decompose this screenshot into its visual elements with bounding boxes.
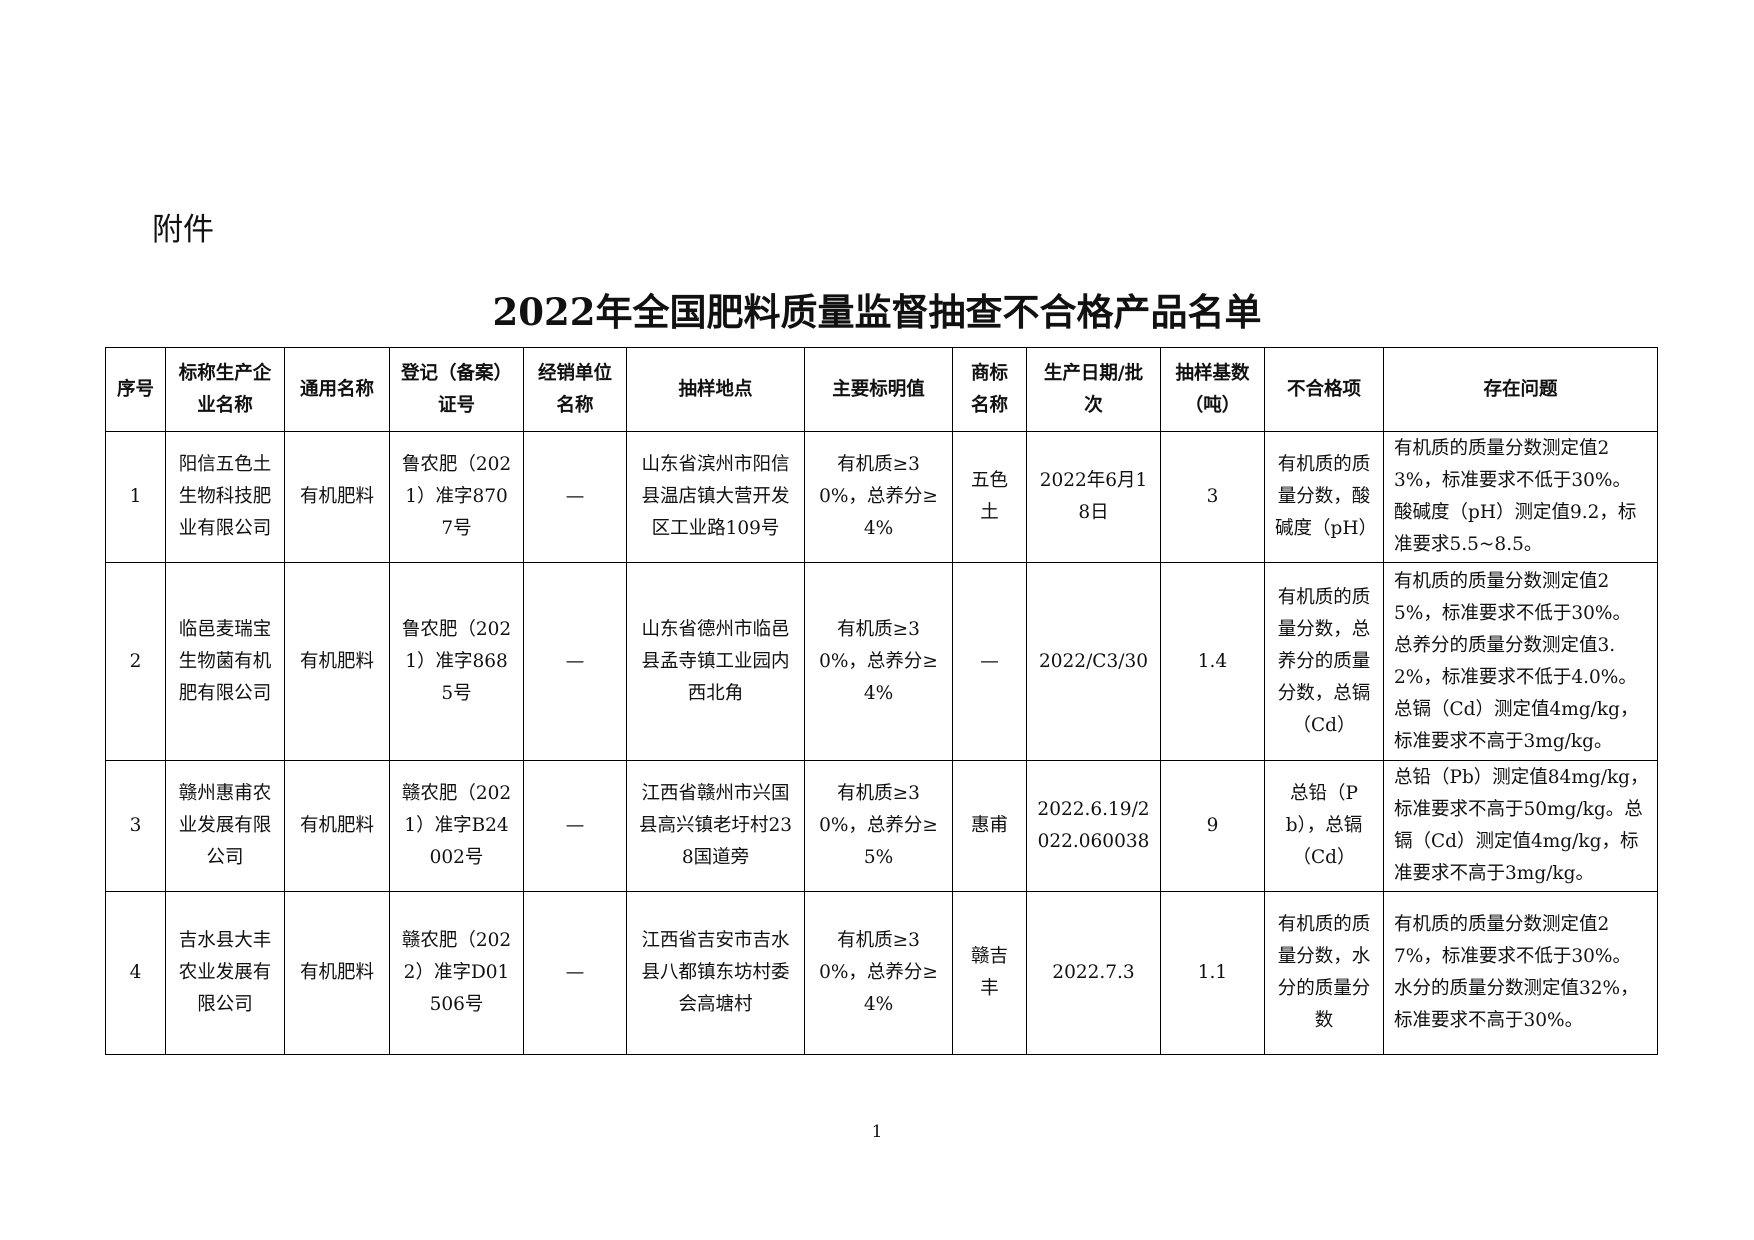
header-sampling-base: 抽样基数（吨） xyxy=(1160,347,1265,432)
table-row: 2 临邑麦瑞宝生物菌有机肥有限公司 有机肥料 鲁农肥（2021）准字8685号 — 山东省… xyxy=(105,562,1658,761)
cell-index: 1 xyxy=(105,431,166,563)
cell-nonconforming-items: 有机质的质量分数，总养分的质量分数，总镉（Cd） xyxy=(1264,562,1384,761)
cell-sampling-location: 山东省滨州市阳信县温店镇大营开发区工业路109号 xyxy=(626,431,805,563)
header-manufacturer: 标称生产企业名称 xyxy=(165,347,285,432)
table-row: 4 吉水县大丰农业发展有限公司 有机肥料 赣农肥（2022）准字D01506号 — 江西省… xyxy=(105,891,1658,1055)
cell-registration-no: 鲁农肥（2021）准字8707号 xyxy=(389,431,524,563)
cell-labeled-values: 有机质≥30%，总养分≥4% xyxy=(804,431,953,563)
cell-common-name: 有机肥料 xyxy=(284,431,390,563)
cell-index: 4 xyxy=(105,891,166,1055)
cell-distributor: — xyxy=(523,891,627,1055)
cell-sampling-base: 9 xyxy=(1160,760,1265,892)
page-number: 1 xyxy=(871,1122,883,1142)
cell-sampling-location: 江西省吉安市吉水县八都镇东坊村委会高塘村 xyxy=(626,891,805,1055)
header-production-date: 生产日期/批次 xyxy=(1026,347,1161,432)
cell-distributor: — xyxy=(523,760,627,892)
cell-production-date: 2022年6月18日 xyxy=(1026,431,1161,563)
cell-production-date: 2022.6.19/2022.060038 xyxy=(1026,760,1161,892)
cell-manufacturer: 赣州惠甫农业发展有限公司 xyxy=(165,760,285,892)
cell-registration-no: 鲁农肥（2021）准字8685号 xyxy=(389,562,524,761)
header-registration-no: 登记（备案）证号 xyxy=(389,347,524,432)
header-index: 序号 xyxy=(105,347,166,432)
cell-brand: 赣吉丰 xyxy=(952,891,1027,1055)
cell-distributor: — xyxy=(523,431,627,563)
nonconforming-products-table: 序号 标称生产企业名称 通用名称 登记（备案）证号 经销单位名称 抽样地点 主要… xyxy=(105,347,1658,1055)
cell-sampling-location: 江西省赣州市兴国县高兴镇老圩村238国道旁 xyxy=(626,760,805,892)
header-labeled-values: 主要标明值 xyxy=(804,347,953,432)
cell-problems: 有机质的质量分数测定值23%，标准要求不低于30%。酸碱度（pH）测定值9.2，… xyxy=(1383,431,1658,563)
cell-labeled-values: 有机质≥30%，总养分≥4% xyxy=(804,562,953,761)
cell-manufacturer: 阳信五色土生物科技肥业有限公司 xyxy=(165,431,285,563)
cell-brand: 惠甫 xyxy=(952,760,1027,892)
cell-manufacturer: 临邑麦瑞宝生物菌有机肥有限公司 xyxy=(165,562,285,761)
cell-common-name: 有机肥料 xyxy=(284,562,390,761)
cell-sampling-base: 3 xyxy=(1160,431,1265,563)
cell-registration-no: 赣农肥（2021）准字B24002号 xyxy=(389,760,524,892)
cell-sampling-base: 1.4 xyxy=(1160,562,1265,761)
header-sampling-location: 抽样地点 xyxy=(626,347,805,432)
cell-registration-no: 赣农肥（2022）准字D01506号 xyxy=(389,891,524,1055)
header-brand: 商标名称 xyxy=(952,347,1027,432)
cell-brand: — xyxy=(952,562,1027,761)
document-title: 2022年全国肥料质量监督抽查不合格产品名单 xyxy=(492,290,1262,334)
cell-problems: 总铅（Pb）测定值84mg/kg，标准要求不高于50mg/kg。总镉（Cd）测定… xyxy=(1383,760,1658,892)
header-distributor: 经销单位名称 xyxy=(523,347,627,432)
cell-distributor: — xyxy=(523,562,627,761)
header-common-name: 通用名称 xyxy=(284,347,390,432)
table-row: 3 赣州惠甫农业发展有限公司 有机肥料 赣农肥（2021）准字B24002号 — 江西省赣… xyxy=(105,760,1658,892)
cell-labeled-values: 有机质≥30%，总养分≥4% xyxy=(804,891,953,1055)
attachment-label: 附件 xyxy=(152,212,214,248)
table-row: 1 阳信五色土生物科技肥业有限公司 有机肥料 鲁农肥（2021）准字8707号 — 山东省… xyxy=(105,431,1658,563)
cell-manufacturer: 吉水县大丰农业发展有限公司 xyxy=(165,891,285,1055)
cell-nonconforming-items: 总铅（Pb），总镉（Cd） xyxy=(1264,760,1384,892)
cell-index: 2 xyxy=(105,562,166,761)
cell-sampling-location: 山东省德州市临邑县孟寺镇工业园内西北角 xyxy=(626,562,805,761)
table-header-row: 序号 标称生产企业名称 通用名称 登记（备案）证号 经销单位名称 抽样地点 主要… xyxy=(105,347,1658,432)
cell-problems: 有机质的质量分数测定值25%，标准要求不低于30%。总养分的质量分数测定值3.2… xyxy=(1383,562,1658,761)
cell-common-name: 有机肥料 xyxy=(284,891,390,1055)
cell-nonconforming-items: 有机质的质量分数，酸碱度（pH） xyxy=(1264,431,1384,563)
cell-brand: 五色土 xyxy=(952,431,1027,563)
cell-problems: 有机质的质量分数测定值27%，标准要求不低于30%。水分的质量分数测定值32%，… xyxy=(1383,891,1658,1055)
cell-index: 3 xyxy=(105,760,166,892)
cell-nonconforming-items: 有机质的质量分数，水分的质量分数 xyxy=(1264,891,1384,1055)
cell-labeled-values: 有机质≥30%，总养分≥5% xyxy=(804,760,953,892)
cell-production-date: 2022.7.3 xyxy=(1026,891,1161,1055)
header-problems: 存在问题 xyxy=(1383,347,1658,432)
cell-production-date: 2022/C3/30 xyxy=(1026,562,1161,761)
cell-common-name: 有机肥料 xyxy=(284,760,390,892)
cell-sampling-base: 1.1 xyxy=(1160,891,1265,1055)
header-nonconforming-items: 不合格项 xyxy=(1264,347,1384,432)
